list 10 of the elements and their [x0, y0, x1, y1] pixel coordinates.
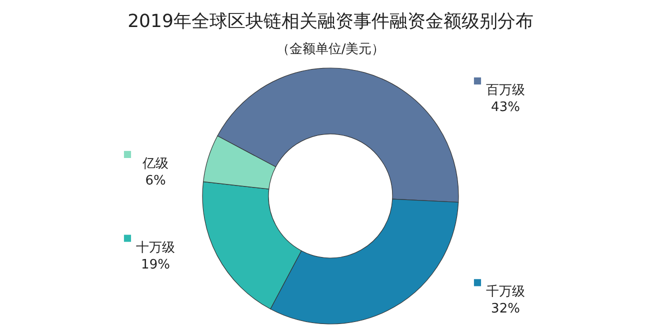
data-label: 6% [145, 173, 166, 188]
legend-label: 十万级 [136, 240, 175, 256]
legend-label: 百万级 [486, 82, 525, 98]
data-label: 32% [491, 302, 520, 317]
data-label: 19% [141, 257, 170, 272]
legend-label: 千万级 [486, 284, 525, 300]
slice-label: 亿级 [142, 156, 168, 172]
data-label: 43% [491, 100, 520, 115]
chart-title: 2019年全球区块链相关融资事件融资金额级别分布 [128, 11, 534, 32]
chart-subtitle: （金额单位/美元） [276, 41, 385, 57]
